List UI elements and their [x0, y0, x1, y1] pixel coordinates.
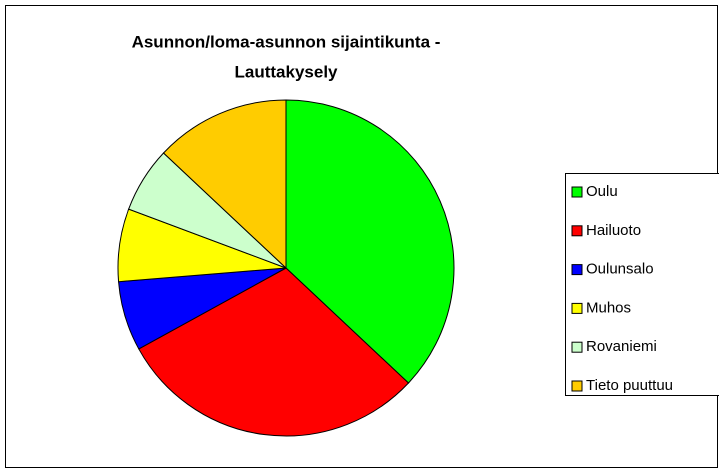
legend-label: Oulu	[586, 183, 618, 200]
legend-label: Muhos	[586, 299, 631, 316]
legend-box	[565, 173, 719, 396]
legend-swatch	[571, 380, 583, 392]
legend-label: Rovaniemi	[586, 338, 657, 355]
legend-swatch	[571, 225, 583, 237]
legend-label: Oulunsalo	[586, 261, 654, 278]
pie-slice	[162, 99, 287, 270]
chart-title: Asunnon/loma-asunnon sijaintikunta -	[132, 32, 441, 51]
pie-slice	[138, 267, 410, 437]
legend-swatch	[571, 302, 583, 314]
legend-swatch	[571, 186, 583, 198]
legend-swatch	[571, 341, 583, 353]
legend-label: Tieto puuttuu	[586, 377, 673, 394]
legend-label: Hailuoto	[586, 222, 641, 239]
chart-title: Lauttakysely	[235, 62, 339, 81]
pie-slice	[285, 99, 455, 384]
legend-swatch	[571, 264, 583, 276]
